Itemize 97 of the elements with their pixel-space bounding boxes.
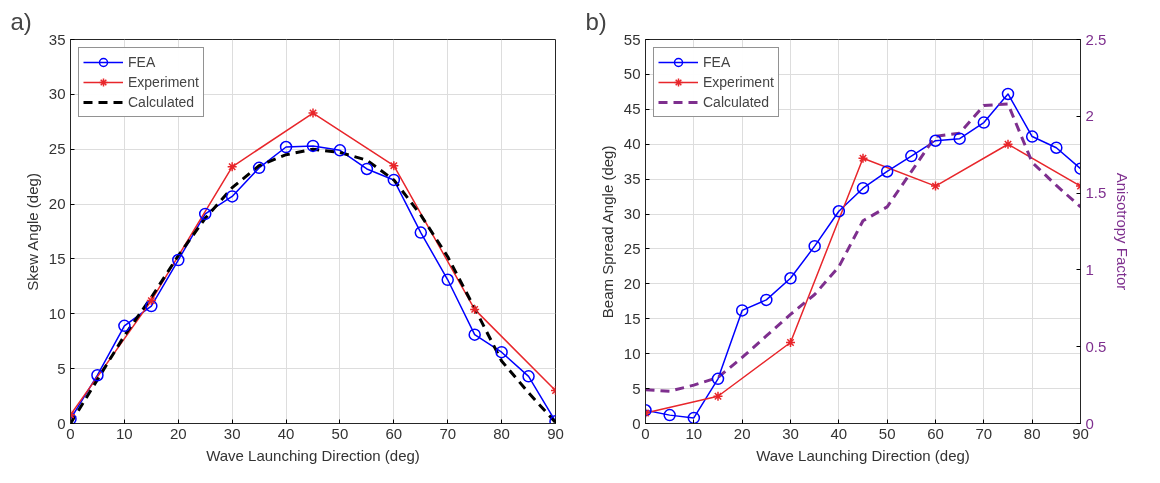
- point: [687, 411, 701, 424]
- y-tick-label: 15: [48, 249, 66, 267]
- point: [760, 293, 773, 307]
- y-tick-label: 25: [623, 239, 641, 257]
- point: [712, 391, 724, 402]
- point: [118, 319, 131, 333]
- y2-tick-label: 0.5: [1085, 337, 1107, 355]
- x-tick-label: 30: [782, 424, 799, 442]
- point: [1025, 130, 1039, 143]
- legend-label: Calculated: [128, 94, 195, 110]
- x-tick-label: 80: [493, 424, 510, 442]
- y-tick-label: 45: [623, 100, 641, 118]
- y-axis-title: Skew Angle (deg): [23, 173, 41, 291]
- point: [388, 160, 400, 171]
- y2-tick-label: 1: [1085, 260, 1094, 278]
- point: [172, 253, 185, 267]
- point: [1050, 141, 1063, 154]
- point: [880, 165, 894, 178]
- point: [198, 207, 212, 221]
- point: [522, 370, 535, 383]
- y2-tick-label: 2.5: [1085, 30, 1107, 48]
- x-tick-label: 50: [878, 424, 896, 442]
- point: [663, 408, 676, 422]
- x-axis-title: Wave Launching Direction (deg): [756, 446, 970, 464]
- point: [930, 180, 941, 192]
- x-axis-title: Wave Launching Direction (deg): [206, 446, 420, 464]
- y-tick-label: 30: [623, 205, 641, 223]
- y-axis-title: Beam Spread Angle (deg): [598, 145, 616, 319]
- point: [784, 272, 797, 285]
- y-tick-label: 20: [48, 195, 66, 213]
- x-tick-label: 50: [331, 424, 349, 442]
- point: [252, 161, 266, 175]
- y2-tick-label: 2: [1085, 107, 1094, 125]
- x-tick-label: 20: [733, 424, 751, 442]
- x-tick-label: 10: [685, 424, 703, 442]
- y-tick-label: 5: [57, 359, 66, 377]
- legend-label: Experiment: [128, 74, 199, 90]
- y-tick-label: 20: [623, 274, 641, 292]
- y-tick-label: 15: [623, 309, 641, 327]
- x-tick-label: 70: [439, 424, 457, 442]
- legend-label: FEA: [128, 54, 156, 70]
- point: [307, 107, 319, 119]
- point: [977, 116, 991, 129]
- x-tick-label: 90: [547, 424, 564, 442]
- y-tick-label: 50: [623, 65, 641, 83]
- point: [306, 139, 320, 153]
- y-tick-label: 35: [48, 30, 66, 48]
- point: [360, 162, 374, 176]
- point: [91, 368, 104, 382]
- y-tick-label: 10: [623, 344, 641, 362]
- y-tick-label: 10: [48, 304, 66, 322]
- point: [905, 149, 918, 163]
- point: [856, 181, 870, 195]
- point: [929, 134, 942, 147]
- point: [1001, 87, 1015, 101]
- point: [808, 239, 821, 253]
- point: [225, 190, 239, 203]
- point: [226, 161, 238, 173]
- y-tick-label: 40: [623, 135, 641, 153]
- y-tick-label: 25: [48, 140, 66, 158]
- point: [145, 299, 158, 313]
- x-tick-label: 60: [927, 424, 944, 442]
- x-tick-label: 30: [223, 424, 241, 442]
- point: [857, 152, 869, 164]
- point: [1002, 138, 1014, 150]
- x-tick-label: 20: [169, 424, 187, 442]
- point: [468, 328, 481, 341]
- point: [333, 144, 347, 157]
- point: [469, 304, 480, 315]
- point: [832, 205, 846, 218]
- y2-tick-label: 1.5: [1085, 184, 1107, 202]
- chart-title: a): [10, 7, 32, 35]
- legend-label: Experiment: [703, 74, 774, 90]
- point: [279, 140, 293, 154]
- x-tick-label: 40: [830, 424, 848, 442]
- point: [414, 226, 428, 239]
- y-tick-label: 55: [623, 30, 641, 48]
- y-tick-label: 5: [632, 379, 641, 397]
- y-tick-label: 35: [623, 170, 641, 188]
- legend-label: FEA: [703, 54, 731, 70]
- y-tick-label: 30: [48, 85, 66, 103]
- point: [146, 295, 157, 306]
- x-tick-label: 80: [1023, 424, 1041, 442]
- x-tick-label: 60: [385, 424, 403, 442]
- x-tick-label: 40: [277, 424, 295, 442]
- point: [495, 345, 508, 359]
- point: [711, 372, 725, 386]
- point: [953, 132, 966, 145]
- y2-axis-title: Anisotropy Factor: [1114, 172, 1132, 291]
- point: [387, 173, 401, 187]
- point: [441, 273, 454, 287]
- legend-label: Calculated: [703, 94, 770, 110]
- chart-title: b): [585, 7, 607, 35]
- point: [735, 304, 749, 317]
- point: [785, 337, 796, 348]
- x-tick-label: 70: [975, 424, 993, 442]
- x-tick-label: 10: [116, 424, 133, 442]
